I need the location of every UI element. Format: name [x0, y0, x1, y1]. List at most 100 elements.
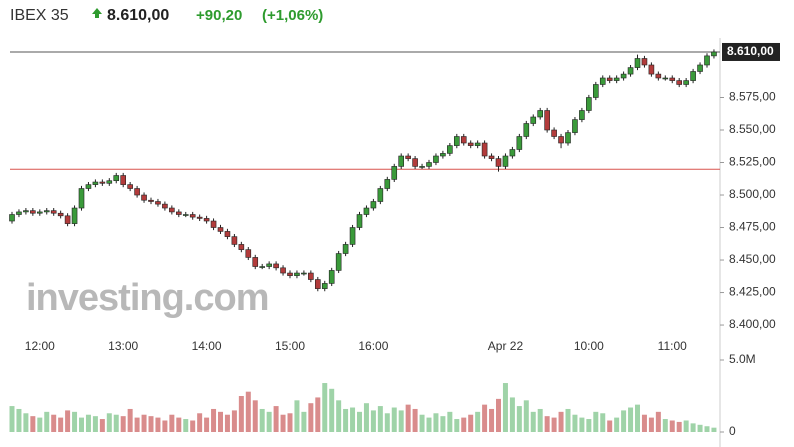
volume-bar	[79, 417, 84, 432]
y-tick-label: 8.475,00	[729, 220, 776, 234]
candle-body	[50, 210, 57, 214]
candle-body	[356, 214, 363, 228]
candle-body	[634, 58, 641, 68]
volume-bar	[169, 414, 175, 432]
candle-body	[592, 84, 599, 98]
candle-body	[426, 162, 432, 167]
candle-body	[189, 214, 196, 218]
volume-bar	[572, 414, 578, 432]
candle-body	[704, 55, 710, 66]
candle-body	[287, 272, 293, 276]
x-tick-label: 12:00	[25, 339, 55, 353]
volume-bar	[343, 408, 349, 432]
volume-bar	[238, 396, 244, 432]
candle-body	[523, 123, 530, 137]
candle-body	[64, 215, 71, 224]
candle-body	[120, 175, 126, 185]
volume-bar	[641, 414, 647, 432]
volume-bar	[648, 417, 654, 432]
candle-body	[203, 218, 210, 222]
candle-body	[697, 64, 703, 72]
candle-body	[16, 211, 22, 215]
candle-body	[565, 132, 571, 144]
volume-bar	[51, 414, 57, 432]
volume-bar	[162, 420, 168, 432]
candle-body	[224, 231, 231, 237]
volume-bar	[134, 417, 140, 432]
candle-body	[474, 142, 481, 146]
volume-bar	[635, 404, 640, 432]
candle-body	[9, 214, 15, 222]
candle-body	[377, 188, 384, 202]
volume-bar	[44, 411, 50, 432]
candle-body	[398, 155, 405, 167]
volume-bar	[357, 411, 362, 432]
volume-bar	[621, 410, 627, 432]
candle-body	[669, 77, 676, 81]
candle-body	[36, 211, 43, 214]
volume-bar	[336, 400, 342, 432]
volume-bar	[37, 417, 43, 432]
candle-body	[433, 155, 439, 163]
y-tick-label: 8.500,00	[729, 187, 776, 201]
volume-bar	[23, 413, 29, 432]
last-price-box	[722, 42, 780, 61]
volume-bar	[482, 404, 488, 432]
candle-body	[280, 267, 286, 274]
volume-bar	[370, 410, 376, 432]
volume-bar	[544, 416, 550, 432]
volume-bar	[489, 408, 495, 432]
candle-body	[238, 244, 245, 250]
candle-body	[460, 136, 467, 144]
volume-tick-label: 0	[729, 424, 736, 438]
candle-body	[162, 203, 168, 209]
volume-bar	[655, 411, 661, 432]
candle-body	[412, 158, 418, 167]
candle-body	[127, 184, 133, 189]
volume-bar	[426, 417, 432, 432]
volume-bar	[593, 411, 599, 432]
volume-bar	[127, 408, 133, 432]
candle-body	[481, 142, 488, 157]
candle-body	[169, 207, 175, 213]
volume-bar	[259, 408, 265, 432]
volume-bar	[433, 413, 439, 432]
volume-bar	[628, 407, 634, 432]
volume-bar	[294, 400, 300, 432]
volume-bar	[509, 397, 515, 432]
candle-body	[308, 272, 314, 280]
volume-tick-label: 5.0M	[729, 352, 756, 366]
volume-bar	[92, 416, 98, 432]
volume-bar	[530, 411, 536, 432]
volume-bar	[551, 417, 557, 432]
last-price-label: 8.610,00	[727, 44, 774, 58]
volume-bar	[579, 417, 585, 432]
volume-bar	[565, 408, 571, 432]
candle-body	[99, 181, 106, 184]
volume-bar	[141, 414, 147, 432]
candle-body	[314, 279, 321, 289]
volume-bar	[224, 414, 230, 432]
y-tick-label: 8.575,00	[729, 90, 776, 104]
candle-body	[294, 272, 300, 276]
candle-body	[662, 77, 669, 80]
candle-body	[30, 210, 36, 214]
volume-bar	[9, 406, 15, 432]
candle-body	[405, 155, 411, 159]
volume-bar	[350, 407, 356, 432]
candle-body	[391, 166, 398, 180]
candle-body	[551, 129, 557, 137]
volume-bar	[662, 419, 668, 432]
candle-body	[419, 166, 425, 168]
x-tick-label: 15:00	[275, 339, 305, 353]
volume-bar	[704, 426, 710, 432]
volume-bar	[586, 419, 592, 432]
volume-bar	[322, 383, 328, 432]
volume-bar	[218, 411, 223, 432]
candle-body	[572, 119, 578, 133]
y-tick-label: 8.550,00	[729, 122, 776, 136]
volume-bar	[287, 413, 293, 432]
candle-body	[370, 201, 377, 209]
candle-body	[683, 80, 689, 85]
